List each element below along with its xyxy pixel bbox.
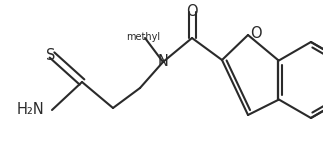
Text: H₂N: H₂N	[16, 103, 44, 118]
Text: O: O	[250, 26, 262, 41]
Text: N: N	[158, 55, 168, 69]
Text: O: O	[186, 4, 198, 20]
Text: methyl: methyl	[126, 32, 160, 42]
Text: S: S	[46, 47, 56, 63]
